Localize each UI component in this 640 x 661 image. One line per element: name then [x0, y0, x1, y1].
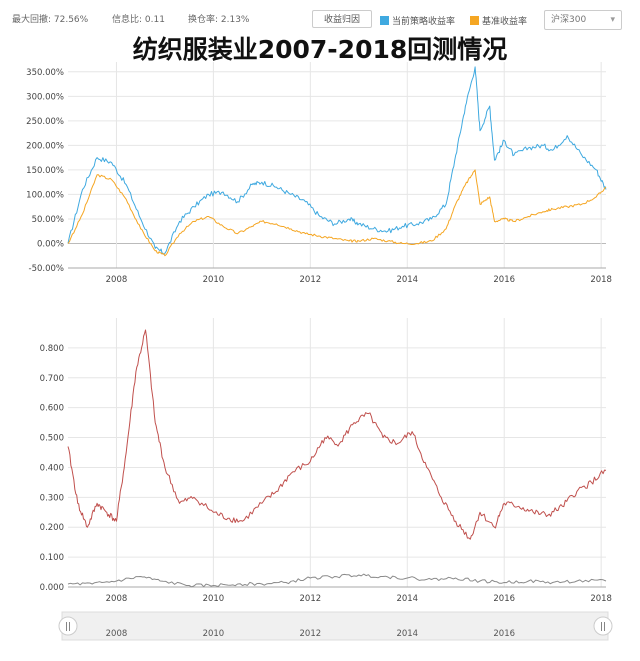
legend-benchmark-label: 基准收益率 [482, 17, 528, 27]
x-tick-label: 2018 [590, 594, 612, 604]
navigator-track [61, 611, 609, 641]
x-tick-label: 2008 [106, 275, 128, 285]
x-tick-label: 2010 [203, 275, 225, 285]
chevron-down-icon: ▾ [610, 15, 615, 25]
y-tick-label: 250.00% [26, 117, 64, 127]
navigator-tick-label: 2014 [396, 629, 418, 639]
y-tick-label: 0.700 [40, 374, 64, 384]
x-tick-label: 2012 [300, 594, 322, 604]
info-ratio-stat: 信息比: 0.11 [112, 15, 165, 25]
y-tick-label: 0.500 [40, 434, 64, 444]
x-tick-label: 2016 [493, 594, 515, 604]
series-line-0 [67, 329, 607, 540]
legend-strategy-label: 当前策略收益率 [392, 17, 456, 27]
y-tick-label: 0.400 [40, 463, 64, 473]
navigator-tick-label: 2012 [300, 629, 322, 639]
attribution-button[interactable]: 收益归因 [312, 10, 372, 28]
x-tick-label: 2010 [203, 594, 225, 604]
x-tick-label: 2012 [300, 275, 322, 285]
y-tick-label: 0.200 [40, 523, 64, 533]
legend-strategy-swatch [380, 16, 389, 25]
navigator-handle-right[interactable] [593, 616, 613, 636]
navigator-handle-right-glyph: || [600, 622, 606, 632]
benchmark-select-value: 沪深300 [551, 15, 587, 25]
series-line-1 [67, 573, 607, 588]
navigator-handle-left-glyph: || [65, 622, 71, 632]
y-tick-label: 100.00% [26, 190, 64, 200]
legend-strategy[interactable]: 当前策略收益率 [380, 14, 455, 27]
x-tick-label: 2016 [493, 275, 515, 285]
navigator-tick-label: 2016 [493, 629, 515, 639]
navigator-handle-left[interactable] [58, 616, 78, 636]
x-tick-label: 2014 [396, 275, 418, 285]
y-tick-label: 0.00% [37, 239, 64, 249]
benchmark-select[interactable]: 沪深300 ▾ [544, 10, 622, 30]
x-tick-label: 2008 [106, 594, 128, 604]
page-title: 纺织服装业2007-2018回测情况 [132, 35, 508, 64]
bottom-chart: 0.000 0.100 0.200 0.300 0.400 0.500 0.600 0.700… [40, 318, 612, 604]
navigator-tick-label: 2010 [203, 629, 225, 639]
series-line-0 [67, 66, 607, 255]
y-tick-label: -50.00% [29, 264, 64, 274]
y-tick-label: 50.00% [32, 215, 64, 225]
y-tick-label: 350.00% [26, 68, 64, 78]
y-tick-label: 0.100 [40, 553, 64, 563]
x-tick-label: 2014 [396, 594, 418, 604]
y-tick-label: 200.00% [26, 141, 64, 151]
max-drawdown-stat: 最大回撤: 72.56% [12, 15, 89, 25]
legend-benchmark-swatch [470, 16, 479, 25]
y-tick-label: 0.000 [40, 583, 64, 593]
y-tick-label: 150.00% [26, 166, 64, 176]
x-tick-label: 2018 [590, 275, 612, 285]
y-tick-label: 0.600 [40, 404, 64, 414]
legend-benchmark[interactable]: 基准收益率 [470, 14, 527, 27]
y-tick-label: 0.300 [40, 493, 64, 503]
top-chart: -50.00% 0.00% 50.00% 100.00% 150.00% 200.00% 2… [26, 62, 612, 285]
range-navigator[interactable]: 2008 2010 2012 2014 2016 || || [58, 611, 613, 641]
y-tick-label: 0.800 [40, 344, 64, 354]
navigator-tick-label: 2008 [106, 629, 128, 639]
y-tick-label: 300.00% [26, 92, 64, 102]
series-line-1 [67, 169, 607, 257]
turnover-stat: 换仓率: 2.13% [188, 15, 250, 25]
